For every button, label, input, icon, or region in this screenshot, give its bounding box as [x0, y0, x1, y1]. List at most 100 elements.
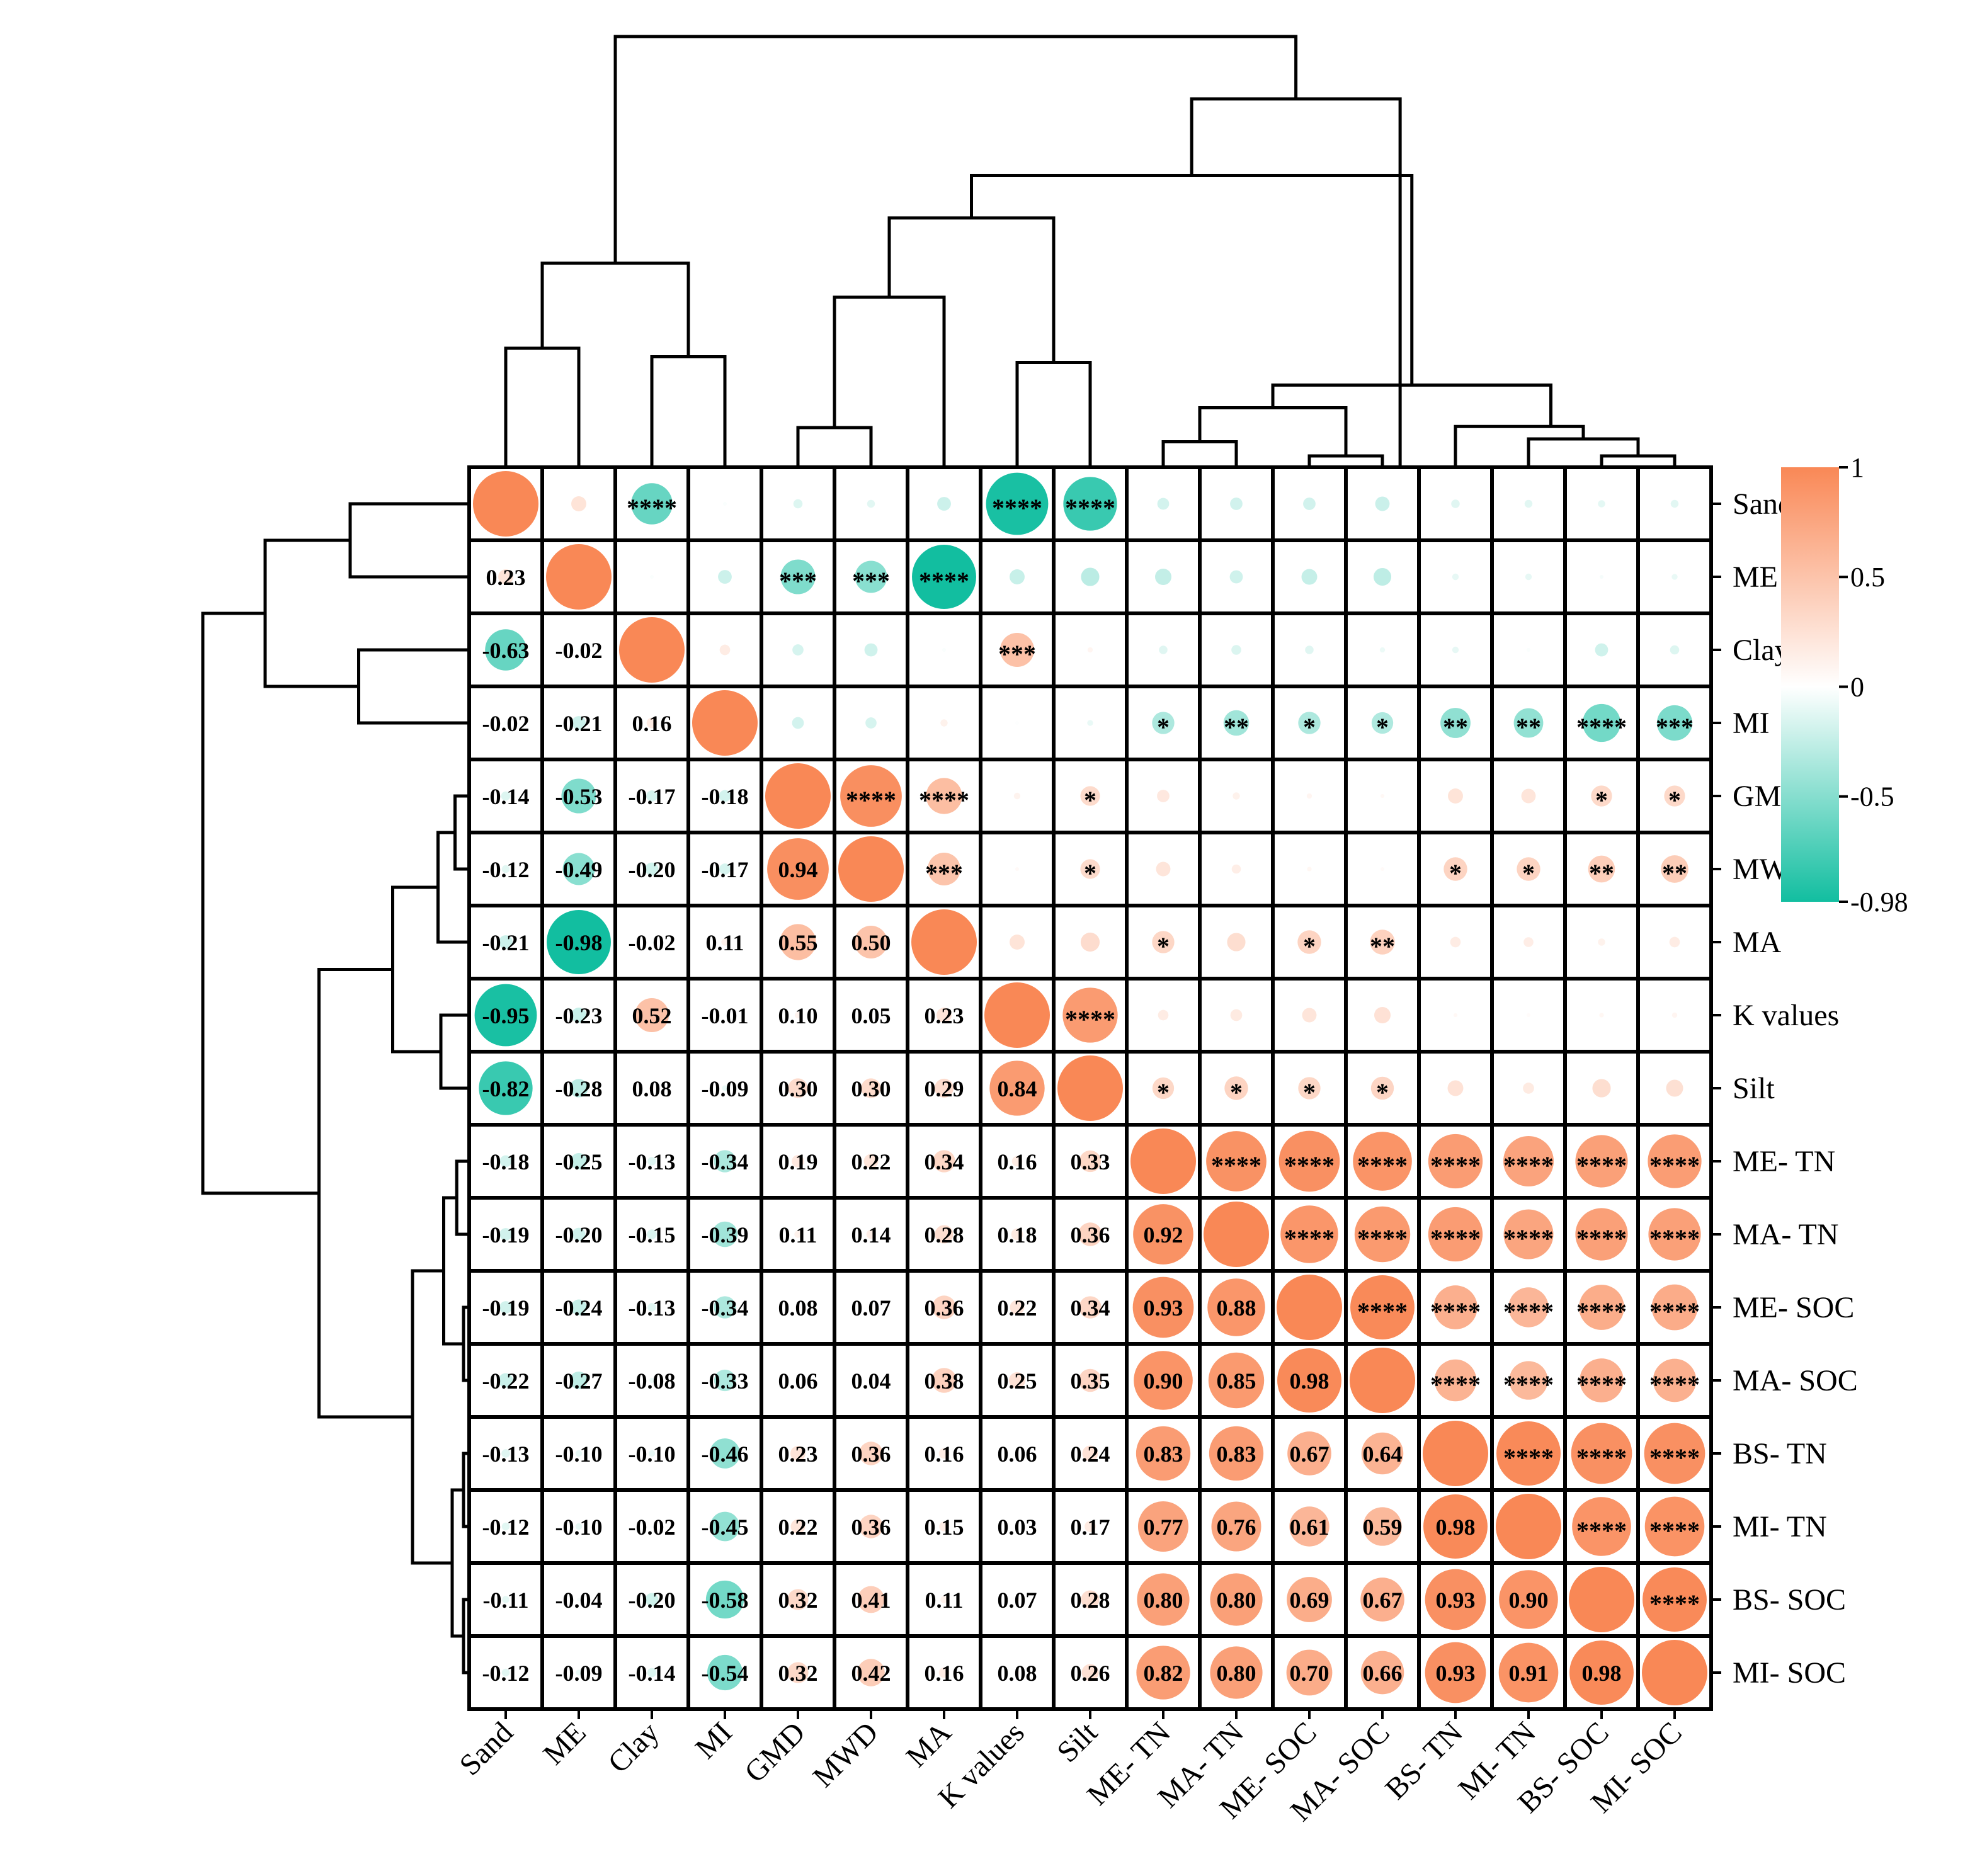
correlation-circle: [765, 763, 831, 829]
correlation-value: -0.02: [629, 930, 676, 955]
correlation-circle: [1600, 575, 1603, 579]
correlation-circle: [859, 1515, 883, 1538]
dendrogram-link: [453, 794, 469, 871]
correlation-circle: [1571, 1423, 1632, 1484]
correlation-circle: [1670, 645, 1680, 655]
significance-stars: ****: [1503, 1297, 1554, 1326]
correlation-circle: [1278, 1130, 1340, 1192]
correlation-value: -0.23: [555, 1003, 603, 1028]
correlation-circle: [577, 648, 581, 652]
correlation-circle: [562, 853, 595, 885]
correlation-circle: [939, 1521, 949, 1532]
correlation-value: -0.33: [702, 1368, 749, 1394]
correlation-circle: [647, 1229, 657, 1239]
correlation-value: 0.98: [1290, 1368, 1329, 1394]
correlation-circle: [1670, 499, 1679, 508]
correlation-circle: [1157, 497, 1170, 510]
significance-stars: ****: [1503, 1370, 1554, 1399]
row-label: Silt: [1733, 1072, 1775, 1105]
correlation-circle: [1087, 720, 1093, 726]
correlation-circle: [1523, 1083, 1534, 1094]
correlation-circle: [1080, 932, 1100, 952]
correlation-value: 0.93: [1436, 1588, 1476, 1613]
correlation-circle: [1079, 1150, 1102, 1173]
correlation-circle: [649, 1085, 655, 1091]
correlation-value: 0.14: [851, 1222, 891, 1248]
correlation-circle: [1152, 1077, 1175, 1100]
correlation-circle: [1664, 785, 1685, 807]
correlation-value: -0.98: [555, 930, 603, 955]
colorbar-gradient: [1781, 467, 1839, 902]
correlation-circle: [792, 644, 804, 656]
correlation-value: 0.15: [925, 1515, 964, 1540]
significance-stars: ****: [627, 494, 677, 522]
correlation-circle: [864, 643, 878, 657]
correlation-circle: [1661, 855, 1688, 883]
correlation-value: 0.24: [1071, 1441, 1110, 1467]
row-label: MA: [1733, 926, 1782, 959]
correlation-value: 0.23: [486, 565, 526, 590]
correlation-value: 0.36: [851, 1515, 891, 1540]
correlation-circle: [1230, 1009, 1243, 1021]
correlation-value: 0.90: [1144, 1368, 1183, 1394]
correlation-value: 0.25: [998, 1368, 1037, 1394]
correlation-value: -0.13: [629, 1149, 676, 1174]
correlation-circle: [1575, 1135, 1628, 1188]
significance-stars: ****: [1211, 1151, 1261, 1180]
correlation-circle: [572, 716, 586, 730]
correlation-circle: [1452, 646, 1459, 654]
correlation-circle: [1644, 1423, 1705, 1484]
correlation-circle: [1223, 710, 1250, 736]
correlation-value: -0.02: [555, 638, 603, 663]
correlation-value: 0.22: [998, 1295, 1037, 1321]
correlation-value: -0.01: [702, 1003, 749, 1028]
significance-stars: ****: [992, 494, 1042, 522]
correlation-circle: [1287, 1431, 1331, 1475]
correlation-value: 0.08: [632, 1076, 672, 1101]
correlation-value: 0.83: [1217, 1441, 1256, 1467]
row-label: ME: [1733, 560, 1778, 594]
correlation-value: -0.02: [629, 1515, 676, 1540]
correlation-circle: [474, 984, 537, 1047]
correlation-value: -0.25: [555, 1149, 603, 1174]
correlation-circle: [1287, 1577, 1332, 1622]
dendrogram-link: [504, 346, 581, 467]
correlation-circle: [1503, 1209, 1554, 1259]
correlation-value: 0.80: [1217, 1588, 1256, 1613]
correlation-value: 0.67: [1290, 1441, 1329, 1467]
correlation-circle: [1010, 935, 1025, 950]
correlation-circle: [499, 1228, 512, 1241]
correlation-circle: [501, 791, 511, 801]
correlation-circle: [869, 1013, 873, 1017]
correlation-circle: [1433, 1285, 1478, 1329]
correlation-value: -0.18: [482, 1149, 530, 1174]
correlation-value: 0.50: [851, 930, 891, 955]
correlation-value: 0.98: [1436, 1515, 1476, 1540]
column-label: MA: [900, 1715, 958, 1773]
correlation-value: 0.03: [998, 1515, 1037, 1540]
significance-stars: ****: [1430, 1297, 1481, 1326]
correlation-circle: [912, 545, 976, 609]
significance-stars: ****: [1576, 1224, 1627, 1253]
correlation-circle: [932, 1295, 956, 1319]
correlation-value: 0.34: [1071, 1295, 1110, 1321]
correlation-circle: [485, 629, 527, 671]
correlation-value: 0.07: [851, 1295, 891, 1321]
significance-stars: ****: [1576, 1370, 1627, 1399]
correlation-circle: [859, 1441, 883, 1465]
correlation-value: 0.61: [1290, 1515, 1329, 1540]
correlation-value: -0.63: [482, 638, 530, 663]
correlation-circle: [1057, 1055, 1123, 1121]
colorbar-tick-label: -0.5: [1850, 782, 1894, 812]
correlation-circle: [619, 617, 685, 683]
correlation-value: 0.98: [1582, 1661, 1622, 1686]
colorbar-tick-label: 0.5: [1850, 562, 1885, 593]
row-label: K values: [1733, 999, 1839, 1032]
column-label: MWD: [807, 1715, 885, 1794]
row-label: MI- SOC: [1733, 1656, 1846, 1690]
correlation-circle: [499, 935, 513, 949]
correlation-circle: [1136, 1426, 1191, 1481]
correlation-circle: [1425, 1569, 1486, 1630]
correlation-circle: [1080, 859, 1100, 879]
correlation-circle: [1451, 499, 1460, 508]
